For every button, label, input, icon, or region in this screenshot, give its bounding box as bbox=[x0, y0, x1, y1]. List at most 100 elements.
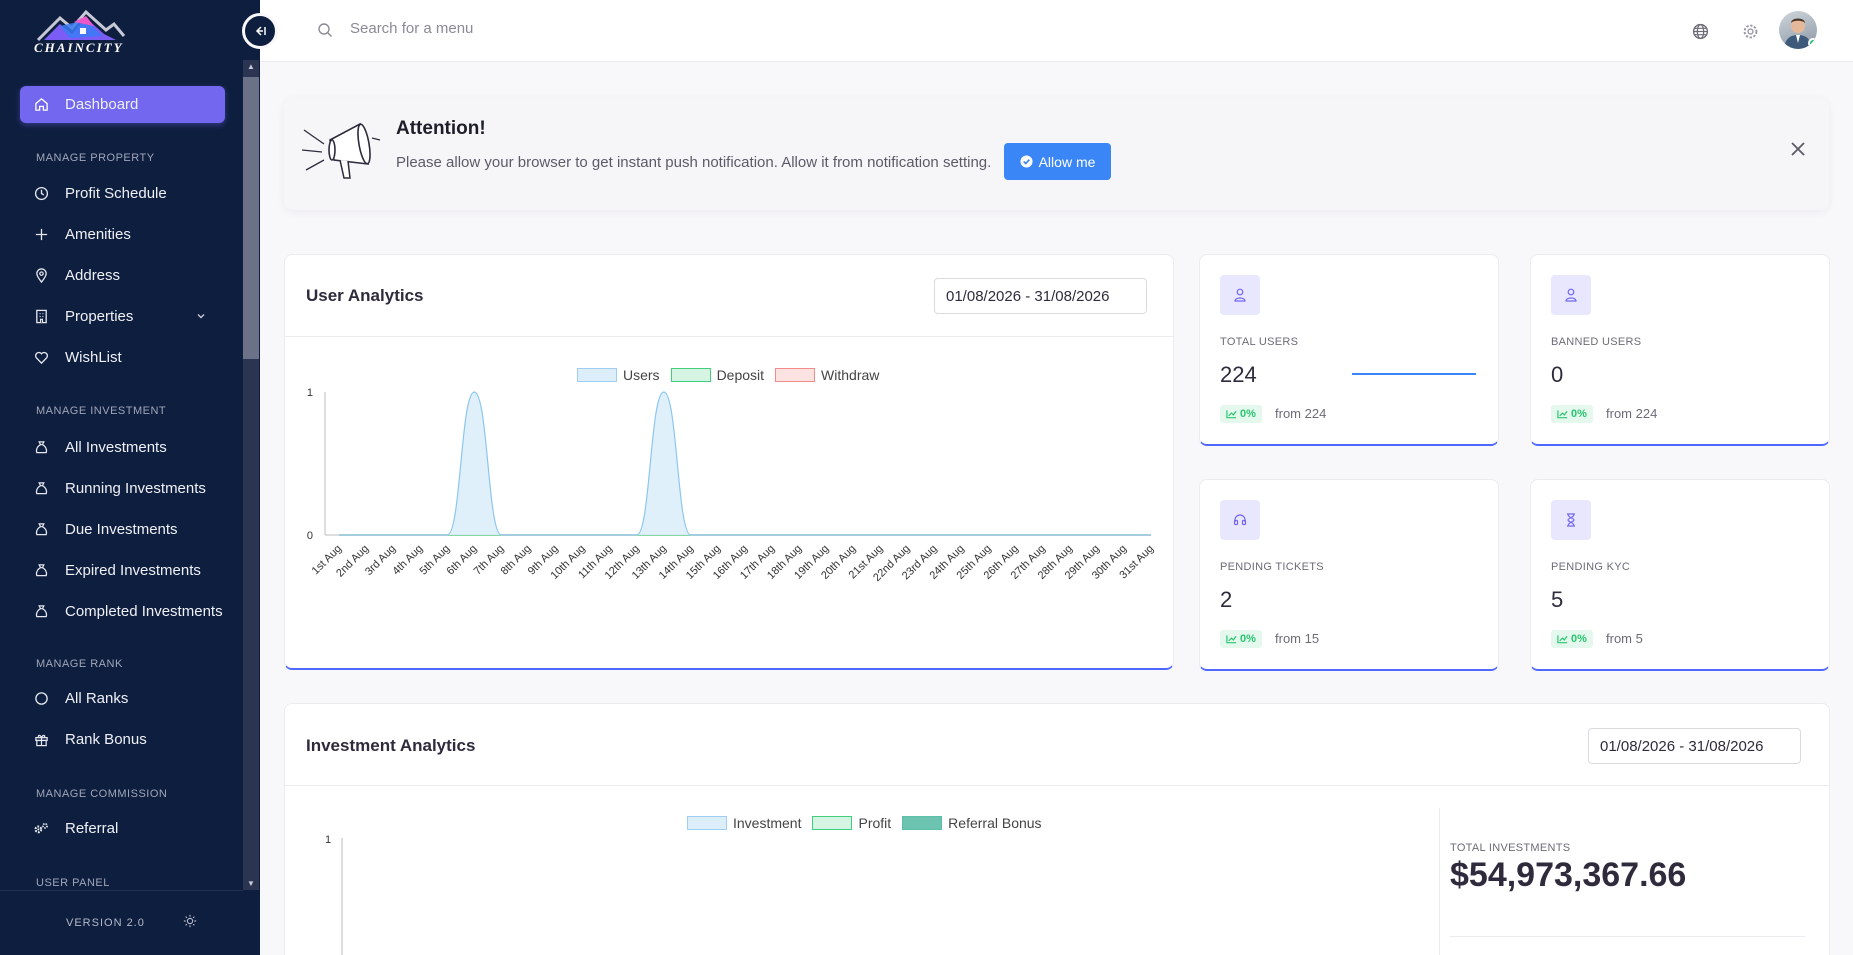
user-analytics-card: User Analytics 01/08/2026 - 31/08/2026 U… bbox=[284, 254, 1174, 670]
legend-item-users[interactable]: Users bbox=[577, 367, 660, 383]
sidebar-item-dashboard[interactable]: Dashboard bbox=[20, 86, 225, 123]
heart-icon bbox=[33, 350, 49, 366]
sidebar-item-label: Running Investments bbox=[65, 480, 206, 497]
stat-value: 5 bbox=[1551, 587, 1564, 612]
sidebar-item-label: Dashboard bbox=[65, 96, 139, 113]
y-tick-label: 1 bbox=[307, 387, 313, 399]
sidebar-item-wishlist[interactable]: WishList bbox=[20, 339, 225, 376]
globe-icon[interactable] bbox=[1689, 20, 1711, 42]
avatar[interactable] bbox=[1779, 11, 1817, 49]
stat-from: from 224 bbox=[1606, 406, 1658, 421]
scroll-up-arrow-icon[interactable]: ▲ bbox=[247, 62, 255, 71]
map-pin-icon bbox=[33, 268, 49, 284]
legend-item-withdraw[interactable]: Withdraw bbox=[775, 367, 879, 383]
sidebar-item-label: Referral bbox=[65, 820, 119, 837]
user-analytics-title: User Analytics bbox=[306, 286, 424, 305]
stat-value: 0 bbox=[1551, 362, 1564, 387]
sidebar-item-completed-investments[interactable]: Completed Investments bbox=[20, 593, 225, 630]
chaincity-logo[interactable] bbox=[30, 4, 130, 58]
stat-badge: 0% bbox=[1220, 405, 1262, 423]
sidebar-item-all-ranks[interactable]: All Ranks bbox=[20, 680, 225, 717]
sidebar-item-all-investments[interactable]: All Investments bbox=[20, 429, 225, 466]
stat-sparkline bbox=[1352, 373, 1476, 375]
stat-label: PENDING TICKETS bbox=[1220, 561, 1324, 573]
stat-label: PENDING KYC bbox=[1551, 561, 1631, 573]
sidebar-item-label: Completed Investments bbox=[65, 603, 223, 620]
legend-item-investment[interactable]: Investment bbox=[687, 815, 801, 831]
section-title-manage-rank: MANAGE RANK bbox=[36, 658, 123, 670]
investment-analytics-legend: Investment Profit Referral Bonus bbox=[687, 815, 1053, 831]
sidebar-scrollbar[interactable]: ▲ ▼ bbox=[243, 60, 259, 890]
topbar bbox=[260, 0, 1853, 62]
stat-label: TOTAL USERS bbox=[1220, 336, 1299, 348]
sidebar-item-properties[interactable]: Properties bbox=[20, 298, 225, 335]
sidebar-item-amenities[interactable]: Amenities bbox=[20, 216, 225, 253]
trend-up-icon bbox=[1557, 635, 1568, 644]
sidebar-item-label: All Investments bbox=[65, 439, 167, 456]
sidebar-item-address[interactable]: Address bbox=[20, 257, 225, 294]
building-icon bbox=[33, 309, 49, 325]
sun-icon[interactable] bbox=[183, 914, 197, 933]
stat-from: from 224 bbox=[1275, 406, 1327, 421]
sidebar-item-profit-schedule[interactable]: Profit Schedule bbox=[20, 175, 225, 212]
brand-name: CHAINCITY bbox=[34, 40, 124, 55]
card-divider bbox=[285, 336, 1173, 337]
stat-label: BANNED USERS bbox=[1551, 336, 1642, 348]
money-bag-icon bbox=[33, 440, 49, 456]
allow-me-label: Allow me bbox=[1038, 153, 1096, 170]
user-analytics-date-range[interactable]: 01/08/2026 - 31/08/2026 bbox=[934, 278, 1147, 314]
y-tick-label: 1 bbox=[325, 834, 332, 846]
attention-text: Please allow your browser to get instant… bbox=[396, 154, 992, 171]
sidebar-item-rank-bonus[interactable]: Rank Bonus bbox=[20, 721, 225, 758]
sidebar-item-label: Rank Bonus bbox=[65, 731, 147, 748]
search-input[interactable] bbox=[350, 20, 750, 37]
legend-item-profit[interactable]: Profit bbox=[812, 815, 891, 831]
money-bag-icon bbox=[33, 481, 49, 497]
sidebar-item-label: Profit Schedule bbox=[65, 185, 167, 202]
sidebar-item-expired-investments[interactable]: Expired Investments bbox=[20, 552, 225, 589]
sidebar-item-label: Amenities bbox=[65, 226, 131, 243]
stat-card-banned-users: BANNED USERS 0 0% from 224 bbox=[1530, 254, 1830, 446]
sidebar-item-due-investments[interactable]: Due Investments bbox=[20, 511, 225, 548]
investment-analytics-title: Investment Analytics bbox=[306, 736, 476, 755]
scroll-down-arrow-icon[interactable]: ▼ bbox=[247, 879, 255, 888]
home-icon bbox=[33, 97, 49, 113]
investment-analytics-card: Investment Analytics 01/08/2026 - 31/08/… bbox=[284, 703, 1830, 955]
close-icon[interactable] bbox=[1787, 138, 1809, 160]
sidebar-item-referral[interactable]: Referral bbox=[20, 810, 225, 847]
hourglass-icon bbox=[1551, 500, 1591, 540]
plus-icon bbox=[33, 227, 49, 243]
sidebar-item-label: Expired Investments bbox=[65, 562, 201, 579]
stat-value: 224 bbox=[1220, 362, 1257, 387]
version-label: VERSION 2.0 bbox=[66, 917, 145, 929]
scrollbar-thumb[interactable] bbox=[243, 77, 259, 359]
sidebar-collapse-button[interactable] bbox=[242, 13, 278, 49]
house-logo-icon bbox=[36, 9, 126, 42]
section-title-user-panel: USER PANEL bbox=[36, 877, 110, 889]
gear-icon[interactable] bbox=[1739, 20, 1761, 42]
section-title-manage-investment: MANAGE INVESTMENT bbox=[36, 405, 167, 417]
money-bag-icon bbox=[33, 563, 49, 579]
total-investments-value: $54,973,367.66 bbox=[1450, 856, 1687, 894]
stat-card-pending-tickets: PENDING TICKETS 2 0% from 15 bbox=[1199, 479, 1499, 671]
money-bag-icon bbox=[33, 522, 49, 538]
money-bag-icon bbox=[33, 604, 49, 620]
circle-icon bbox=[33, 691, 49, 707]
allow-me-button[interactable]: Allow me bbox=[1004, 143, 1111, 180]
sidebar-item-label: Due Investments bbox=[65, 521, 178, 538]
card-divider bbox=[285, 785, 1829, 786]
stat-badge: 0% bbox=[1220, 630, 1262, 648]
investment-analytics-date-range[interactable]: 01/08/2026 - 31/08/2026 bbox=[1588, 728, 1801, 764]
sidebar-item-running-investments[interactable]: Running Investments bbox=[20, 470, 225, 507]
total-investments-label: TOTAL INVESTMENTS bbox=[1450, 842, 1571, 854]
section-title-manage-commission: MANAGE COMMISSION bbox=[36, 788, 168, 800]
attention-title: Attention! bbox=[396, 118, 486, 139]
collapse-arrow-icon bbox=[255, 26, 266, 36]
card-divider bbox=[1450, 936, 1805, 937]
attention-banner: Attention! Please allow your browser to … bbox=[284, 98, 1829, 210]
search-icon[interactable] bbox=[317, 22, 333, 43]
legend-item-deposit[interactable]: Deposit bbox=[670, 367, 764, 383]
sidebar: CHAINCITY Dashboard MANAGE PROPERTY Prof… bbox=[0, 0, 260, 955]
legend-item-referral-bonus[interactable]: Referral Bonus bbox=[902, 815, 1042, 831]
